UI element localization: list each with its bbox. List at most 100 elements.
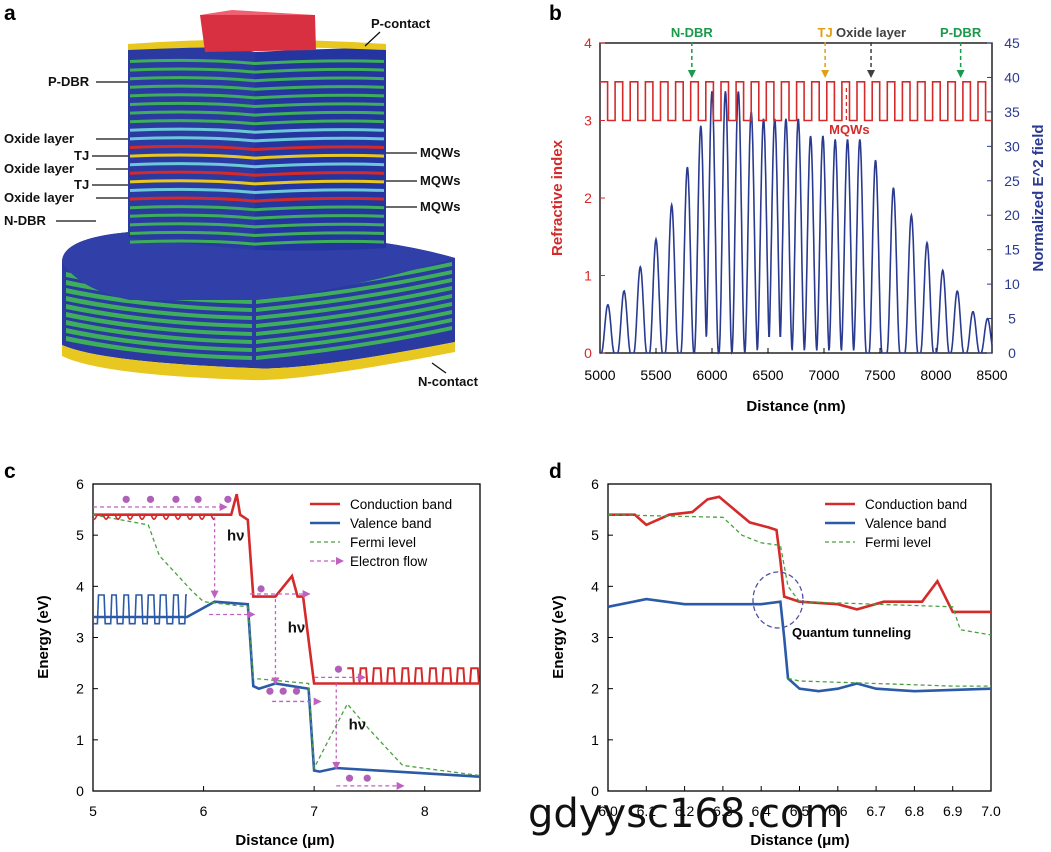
pillar-layer-stripe — [130, 230, 255, 237]
pillar-layer-stripe — [130, 101, 255, 108]
c-photon-arrowhead-0 — [210, 590, 219, 599]
xtick-label: 6.9 — [943, 803, 963, 819]
bottom-dbr-stack — [62, 232, 455, 381]
series-e2-field — [600, 91, 993, 355]
ytick-label: 4 — [76, 578, 84, 594]
chart-b-xlabel: Distance (nm) — [746, 398, 845, 415]
c-electron-dot-2 — [172, 495, 180, 503]
pillar-layer-stripe — [130, 153, 255, 160]
c-photon-arrowhead-1 — [271, 677, 280, 686]
ytick-label: 1 — [591, 732, 599, 748]
watermark-text: gdyysc168.com — [528, 791, 843, 837]
chart-b-x-ticks: 5000 5500 6000 6500 7000 7500 8000 8500 — [584, 348, 1008, 383]
label-p-contact: P-contact — [371, 16, 431, 31]
chart-c-legend: Conduction band Valence band Fermi level El… — [310, 497, 452, 569]
base-green-stripe — [66, 312, 252, 336]
ytick-label: 0 — [591, 783, 599, 799]
legend-label-1: Valence band — [350, 516, 432, 531]
b-y2tick-label: 25 — [1004, 173, 1020, 189]
b-annotation-p_dbr: P-DBR — [940, 25, 982, 40]
pillar-layer-stripe — [130, 187, 255, 194]
pillar-layer-stripe — [255, 179, 384, 186]
b-y2tick-label: 5 — [1008, 311, 1016, 327]
pillar-layer-stripe — [130, 58, 255, 65]
base-green-stripe — [256, 318, 452, 352]
panel-label-d: d — [549, 460, 562, 483]
b-xtick-label: 5000 — [584, 367, 615, 383]
b-annotation-n_dbr: N-DBR — [671, 25, 713, 40]
b-xtick-label: 7000 — [808, 367, 839, 383]
label-oxide-2: Oxide layer — [4, 161, 74, 176]
c-valence-oscillation — [93, 594, 187, 625]
quantum-tunneling-circle — [752, 571, 804, 629]
ytick-label: 6 — [591, 476, 599, 492]
b-annotation-arrowhead-p_dbr — [956, 70, 965, 78]
ytick-label: 0 — [76, 783, 84, 799]
b-annotation-tj: TJ — [818, 25, 833, 40]
pillar-layer-stripe — [255, 145, 384, 151]
pillar-layer-stripe — [130, 76, 255, 83]
b-y2tick-label: 15 — [1004, 242, 1020, 258]
ytick-label: 5 — [76, 527, 84, 543]
c-conduction-dbr-right — [347, 667, 480, 685]
c-electron-dot-0 — [122, 495, 130, 503]
c-electron-dot-3 — [194, 495, 202, 503]
pillar-layer-stripe — [255, 153, 384, 160]
legend-arrowhead — [336, 557, 344, 565]
base-green-stripe — [66, 296, 252, 320]
c-electron-dot-5 — [257, 585, 265, 593]
base-green-stripe — [66, 336, 252, 360]
top-contact-block — [200, 15, 316, 52]
chart-b-ylabel: Refractive index — [549, 139, 566, 256]
pillar-layer-stripe — [130, 127, 255, 134]
c-electron-dot-10 — [345, 774, 354, 782]
pillar-layer-stripe — [255, 136, 384, 143]
label-n-dbr: N-DBR — [4, 213, 46, 228]
chart-c-y-ticks: 0 1 2 3 4 5 6 — [76, 476, 98, 799]
c-photon-label-1: hν — [288, 619, 306, 636]
label-oxide-1: Oxide layer — [4, 131, 74, 146]
base-green-stripe — [256, 286, 452, 320]
label-mqw-2: MQWs — [420, 173, 460, 188]
c-electron-flow-head-3 — [313, 697, 322, 706]
pillar-layer-stripe — [130, 93, 255, 100]
pillar-layer-stripe — [130, 144, 255, 151]
ytick-label: 5 — [591, 527, 599, 543]
xtick-label: 6.8 — [905, 803, 925, 819]
pillar-layer-stripe — [130, 179, 255, 186]
legend-label-3: Electron flow — [350, 554, 428, 569]
mesa-pillar-stack — [128, 39, 386, 251]
b-ytick-label: 3 — [584, 113, 592, 129]
b-ytick-label: 1 — [584, 268, 592, 284]
c-electron-dot-1 — [146, 495, 155, 503]
b-annotation-mqws: MQWs — [829, 122, 869, 137]
pillar-layer-stripe — [255, 188, 384, 194]
b-y2tick-label: 20 — [1004, 207, 1020, 223]
c-electron-dot-11 — [363, 774, 371, 782]
pillar-layer-stripe — [130, 67, 255, 74]
chart-b-refractive-index-field: 5000 5500 6000 6500 7000 7500 8000 8500 0 1 2 3 4 0… — [549, 25, 1047, 415]
series-fermi-level — [92, 514, 481, 777]
ytick-label: 3 — [76, 630, 84, 646]
c-electron-flow-head-1 — [247, 610, 256, 619]
c-photon-label-2: hν — [349, 717, 367, 734]
c-electron-flow-head-0 — [219, 503, 228, 512]
b-ytick-label: 0 — [584, 345, 592, 361]
pillar-layer-stripe — [255, 93, 384, 100]
label-n-contact: N-contact — [418, 374, 479, 389]
label-mqw-3: MQWs — [420, 199, 460, 214]
chart-b-y-ticks: 0 1 2 3 4 — [584, 35, 605, 361]
series-conduction-band — [608, 495, 991, 614]
b-xtick-label: 6000 — [696, 367, 727, 383]
pillar-layer-stripe — [130, 136, 255, 143]
pillar-layer-stripe — [255, 214, 384, 220]
pillar-layer-stripe — [255, 119, 384, 126]
base-green-stripe — [66, 320, 252, 344]
panel-label-c: c — [4, 460, 16, 483]
pillar-layer-stripe — [130, 239, 255, 246]
c-electron-dot-8 — [292, 687, 301, 695]
base-green-stripe — [256, 302, 452, 336]
panel-label-b: b — [549, 2, 562, 25]
base-green-stripe — [256, 310, 452, 344]
xtick-label: 6.5 — [790, 803, 810, 819]
